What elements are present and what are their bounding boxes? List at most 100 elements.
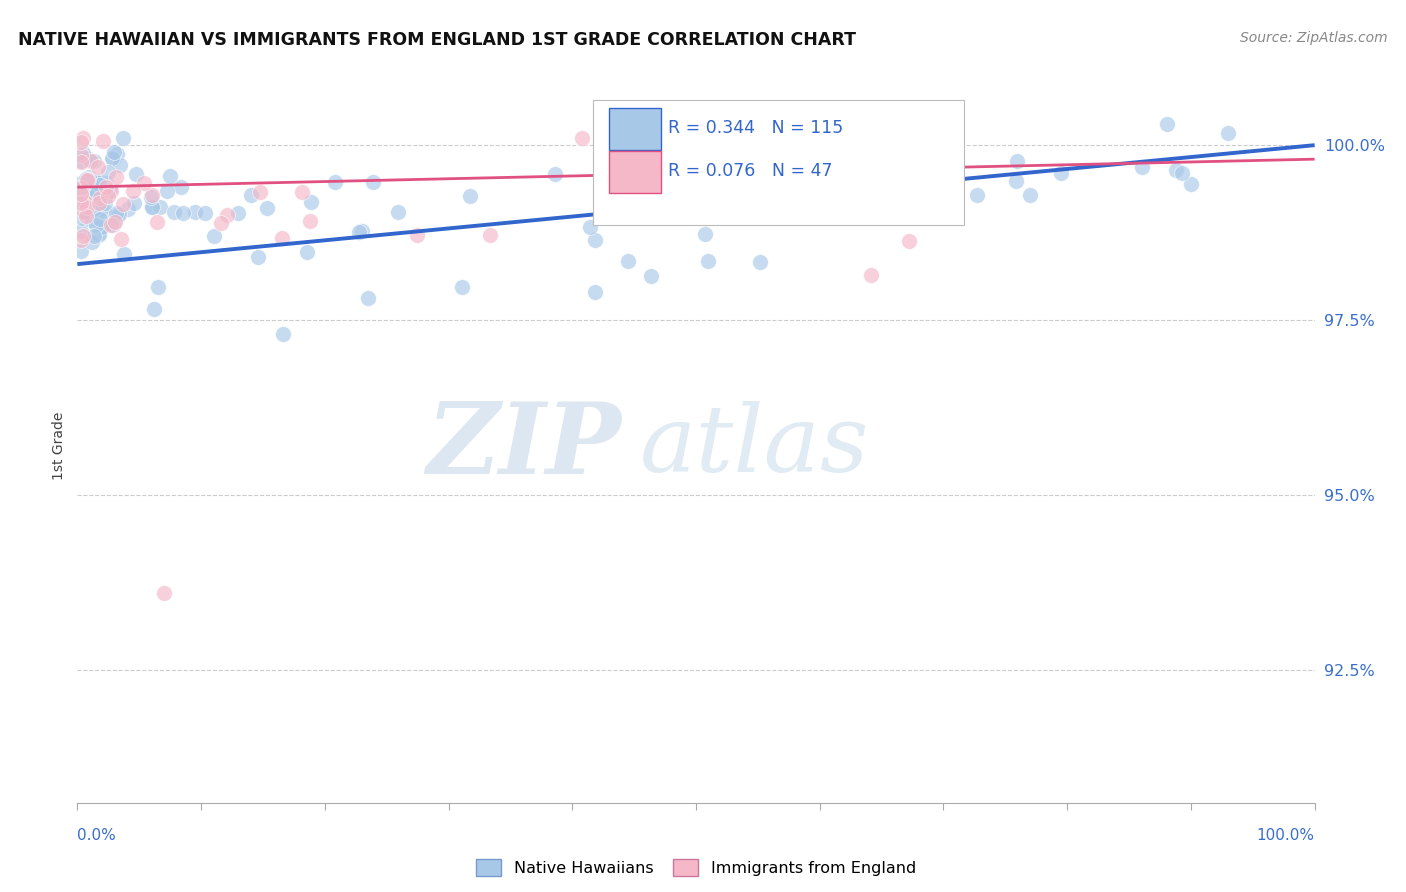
Point <box>291 186 314 200</box>
Point <box>596 178 619 193</box>
Point <box>479 228 502 243</box>
Point <box>1171 166 1194 180</box>
Point <box>105 146 128 161</box>
Point <box>112 247 135 261</box>
Point <box>89 212 111 227</box>
Point <box>108 207 131 221</box>
Point <box>70 233 93 247</box>
Point <box>89 178 111 193</box>
Point <box>125 167 148 181</box>
Point <box>827 169 849 183</box>
Point <box>838 165 860 179</box>
Point <box>583 285 606 299</box>
Point <box>297 244 319 259</box>
Text: NATIVE HAWAIIAN VS IMMIGRANTS FROM ENGLAND 1ST GRADE CORRELATION CHART: NATIVE HAWAIIAN VS IMMIGRANTS FROM ENGLA… <box>18 31 856 49</box>
Point <box>347 225 370 239</box>
Point <box>105 170 128 185</box>
Point <box>76 173 98 187</box>
Point <box>156 184 179 198</box>
Point <box>122 195 145 210</box>
Point <box>249 185 271 199</box>
Point <box>105 210 128 224</box>
Point <box>734 182 756 196</box>
Text: Source: ZipAtlas.com: Source: ZipAtlas.com <box>1240 31 1388 45</box>
Point <box>1216 126 1239 140</box>
Point <box>76 200 98 214</box>
Point <box>1050 166 1073 180</box>
Point <box>73 178 96 193</box>
Point <box>86 180 108 194</box>
Point <box>83 202 105 217</box>
Legend: Native Hawaiians, Immigrants from England: Native Hawaiians, Immigrants from Englan… <box>468 851 924 884</box>
Point <box>1156 117 1178 131</box>
Point <box>94 196 117 211</box>
Point <box>94 176 117 190</box>
Point <box>170 180 193 194</box>
FancyBboxPatch shape <box>609 109 661 150</box>
Point <box>141 187 163 202</box>
Point <box>100 152 122 166</box>
Point <box>406 227 429 242</box>
Point <box>70 181 93 195</box>
Point <box>217 208 239 222</box>
Point <box>692 164 714 178</box>
Point <box>104 206 127 220</box>
Point <box>75 172 97 186</box>
Point <box>159 169 181 183</box>
Point <box>226 205 249 219</box>
Point <box>733 208 755 222</box>
Point <box>1005 174 1028 188</box>
Point <box>77 190 100 204</box>
Point <box>77 169 100 184</box>
Point <box>141 200 163 214</box>
Point <box>75 194 97 209</box>
Point <box>97 189 120 203</box>
Point <box>93 203 115 218</box>
Point <box>110 158 132 172</box>
Point <box>616 254 638 268</box>
Point <box>83 154 105 169</box>
Point <box>87 227 110 242</box>
Point <box>146 280 169 294</box>
Point <box>70 148 93 162</box>
Point <box>94 180 117 194</box>
Point <box>450 279 472 293</box>
Point <box>70 223 93 237</box>
Point <box>83 228 105 243</box>
Point <box>912 150 935 164</box>
Point <box>162 205 184 219</box>
Point <box>80 213 103 227</box>
Point <box>76 207 98 221</box>
Point <box>139 190 162 204</box>
Point <box>141 200 163 214</box>
Point <box>352 223 374 237</box>
Point <box>256 201 278 215</box>
Point <box>1005 153 1028 168</box>
Point <box>132 176 155 190</box>
Point <box>149 200 172 214</box>
Point <box>76 173 98 187</box>
Y-axis label: 1st Grade: 1st Grade <box>52 412 66 480</box>
Point <box>80 153 103 168</box>
Point <box>153 586 176 600</box>
Point <box>172 205 194 219</box>
Point <box>86 175 108 189</box>
Point <box>83 186 105 200</box>
Point <box>72 131 94 145</box>
Point <box>87 161 110 175</box>
Point <box>97 164 120 178</box>
Point <box>1164 162 1187 177</box>
Point <box>76 202 98 217</box>
Point <box>101 153 124 167</box>
Point <box>860 268 883 283</box>
Point <box>72 229 94 244</box>
Point <box>86 196 108 211</box>
Point <box>270 231 292 245</box>
Point <box>117 202 139 216</box>
Point <box>247 250 270 264</box>
Point <box>80 235 103 249</box>
Point <box>749 255 772 269</box>
Point <box>70 187 93 202</box>
Point <box>70 136 93 150</box>
Point <box>80 184 103 198</box>
